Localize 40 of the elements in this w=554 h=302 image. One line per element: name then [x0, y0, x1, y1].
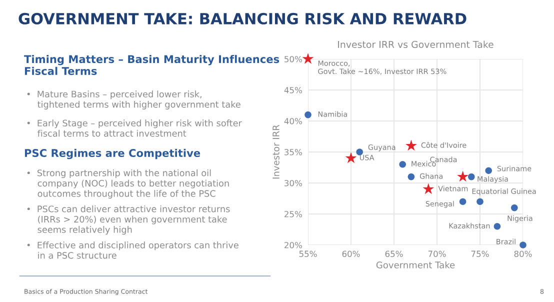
- x-tick-label: 80%: [514, 250, 532, 258]
- text: • PSCs can deliver attractive investor returns (IRRs > 20%) even when government take seems relatively high: [27, 205, 230, 235]
- text: PSC Regimes are Competitive: [24, 148, 200, 160]
- text: Timing Matters – Basin Maturity Influences Fiscal Terms: [24, 54, 280, 76]
- point: [356, 148, 363, 156]
- text: • Strong partnership with the national oil company (NOC) leads to better negotiation outcomes throughout the life of the PSC: [27, 169, 229, 199]
- point: [405, 140, 417, 151]
- chart-subtitle: Investor IRR vs Government Take: [338, 40, 494, 48]
- x-axis-title: Government Take: [376, 261, 455, 268]
- point: [408, 173, 415, 180]
- x-tick-label: 55%: [299, 250, 317, 258]
- point: [511, 204, 518, 212]
- y-tick-label: 30%: [284, 180, 302, 186]
- point: [476, 198, 484, 205]
- y-tick-label: 50%: [284, 56, 302, 62]
- y-axis-title: Investor IRR: [272, 124, 280, 179]
- x-tick-label: 60%: [342, 250, 360, 258]
- y-tick-label: 20%: [284, 242, 302, 248]
- point: [520, 242, 526, 248]
- y-tick-label: 45%: [284, 86, 302, 94]
- point: [494, 223, 501, 230]
- point: [459, 198, 466, 205]
- x-tick-label: 75%: [471, 250, 489, 258]
- text: • Early Stage – perceived higher risk with softer fiscal terms to attract investment: [27, 120, 242, 137]
- chart-title: GOVERNMENT TAKE: BALANCING RISK AND REWARD: [18, 12, 466, 24]
- point: [345, 152, 357, 164]
- point: [304, 111, 312, 118]
- point: [399, 161, 406, 168]
- point: [422, 183, 434, 194]
- text: • Effective and disciplined operators can thrive in a PSC structure: [27, 242, 238, 259]
- point: [302, 52, 314, 64]
- point: [457, 170, 469, 182]
- x-tick-label: 70%: [428, 250, 446, 258]
- text: • Mature Basins – perceived lower risk, tightened terms with higher government take: [27, 90, 240, 110]
- y-tick-label: 25%: [284, 210, 302, 218]
- y-tick-label: 40%: [284, 118, 302, 124]
- y-tick-label: 35%: [284, 148, 302, 156]
- point: [468, 173, 475, 180]
- point: [485, 167, 492, 174]
- x-tick-label: 65%: [385, 250, 403, 258]
